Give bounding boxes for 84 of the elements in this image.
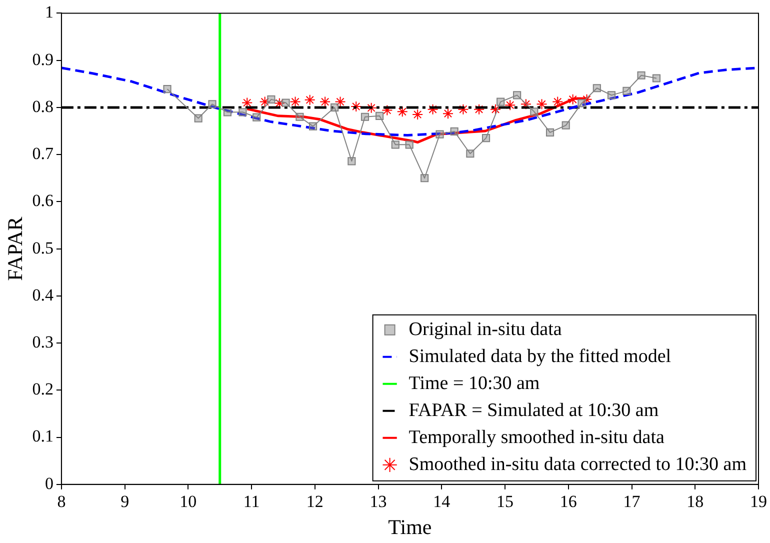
x-tick-label: 12 xyxy=(306,492,324,512)
point xyxy=(350,101,362,112)
x-tick-label: 13 xyxy=(370,492,387,512)
point xyxy=(490,104,502,115)
point xyxy=(482,134,490,142)
point xyxy=(267,95,276,104)
point xyxy=(474,104,485,115)
y-tick-label: 0.2 xyxy=(32,380,54,399)
y-tick-label: 0.1 xyxy=(32,426,54,446)
y-axis-title: FAPAR xyxy=(3,216,28,281)
point xyxy=(552,96,564,108)
point xyxy=(238,108,247,116)
x-tick-label: 19 xyxy=(750,492,767,512)
point xyxy=(259,96,270,108)
y-tick-label: 0.6 xyxy=(32,191,54,210)
point xyxy=(592,84,601,92)
x-tick-label: 11 xyxy=(243,492,260,512)
point xyxy=(578,99,586,108)
x-tick-label: 10 xyxy=(180,492,197,512)
point xyxy=(412,109,424,120)
point xyxy=(607,91,616,100)
legend-label: FAPAR = Simulated at 10:30 am xyxy=(408,400,659,421)
point xyxy=(330,103,339,112)
legend-label: Temporally smoothed in-situ data xyxy=(408,426,666,448)
point xyxy=(274,98,285,109)
legend-label: Smoothed in-situ data corrected to 10:30 am xyxy=(408,454,747,475)
point xyxy=(382,104,393,116)
legend-label: Original in-situ data xyxy=(408,318,562,340)
x-tick-label: 16 xyxy=(560,492,577,512)
point xyxy=(530,108,538,116)
point xyxy=(420,174,429,182)
point xyxy=(376,112,384,120)
point xyxy=(290,96,301,108)
point xyxy=(223,108,232,116)
point xyxy=(513,91,522,100)
x-tick-label: 8 xyxy=(57,492,66,512)
point xyxy=(458,104,469,115)
point xyxy=(496,98,505,106)
legend-label: Simulated data by the fitted model xyxy=(408,346,672,367)
point xyxy=(637,71,646,80)
point xyxy=(450,127,458,136)
legend-label: Time = 10:30 am xyxy=(408,372,540,394)
point xyxy=(252,113,261,122)
point xyxy=(442,108,454,120)
point xyxy=(282,98,290,107)
point xyxy=(334,96,346,108)
y-tick-label: 0.8 xyxy=(32,96,54,116)
point xyxy=(536,98,548,110)
y-tick-label: 0.7 xyxy=(32,144,54,164)
x-tick-label: 15 xyxy=(496,492,514,512)
point xyxy=(396,106,408,118)
x-tick-label: 14 xyxy=(433,492,451,512)
point xyxy=(208,100,216,108)
point xyxy=(581,94,592,105)
point xyxy=(427,104,438,115)
point xyxy=(308,122,318,130)
point xyxy=(562,121,570,130)
point xyxy=(360,112,370,121)
point xyxy=(567,94,578,105)
y-tick-label: 0.5 xyxy=(32,238,54,258)
y-tick-label: 0.3 xyxy=(32,332,54,352)
x-tick-label: 9 xyxy=(120,492,130,512)
x-tick-label: 17 xyxy=(623,492,641,512)
point xyxy=(405,140,414,149)
y-tick-label: 1 xyxy=(44,2,54,22)
x-tick-label: 18 xyxy=(686,492,704,512)
point xyxy=(546,128,554,136)
point xyxy=(436,130,444,138)
point xyxy=(163,85,172,94)
point xyxy=(391,140,400,149)
point xyxy=(504,100,516,111)
point xyxy=(622,86,631,95)
point xyxy=(242,97,253,108)
point xyxy=(652,74,661,82)
point xyxy=(348,157,356,166)
point xyxy=(296,112,304,121)
y-tick-label: 0 xyxy=(44,474,54,493)
point xyxy=(320,96,331,108)
y-tick-label: 0.9 xyxy=(32,50,54,69)
x-axis-title: Time xyxy=(388,514,432,539)
y-tick-label: 0.4 xyxy=(32,285,54,304)
point xyxy=(304,94,316,106)
point xyxy=(194,114,202,122)
point xyxy=(466,150,474,158)
